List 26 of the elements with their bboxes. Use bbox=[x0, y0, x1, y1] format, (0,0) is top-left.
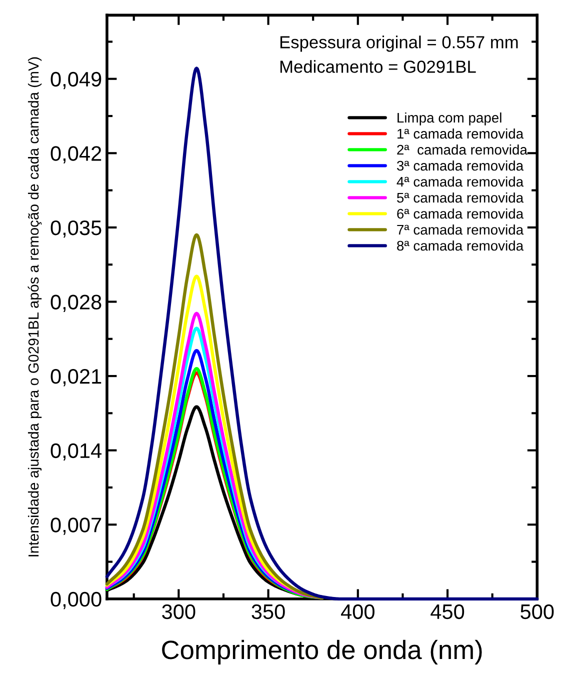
annotation: Espessura original = 0.557 mm bbox=[280, 36, 518, 52]
legend-label: 6ª camada removida bbox=[397, 208, 524, 219]
y-tick-label: 0,007 bbox=[50, 518, 102, 535]
legend-label: 5ª camada removida bbox=[397, 192, 524, 203]
legend-label: 3ª camada removida bbox=[396, 160, 524, 171]
y-tick-label: 0,021 bbox=[50, 369, 102, 386]
y-tick-label: 0,035 bbox=[50, 220, 102, 238]
annotation: Medicamento = G0291BL bbox=[280, 60, 476, 73]
y-tick-label: 0,028 bbox=[50, 294, 102, 312]
legend-label: 1ª camada removida bbox=[398, 128, 524, 139]
y-axis-title: Intensidade ajustada para o G0291BL após a remoção de cada camada (mV) bbox=[28, 57, 42, 556]
y-tick-label: 0,049 bbox=[50, 72, 102, 90]
x-tick-label: 400 bbox=[341, 604, 374, 620]
y-tick-label: 0,014 bbox=[50, 443, 102, 461]
x-axis-title: Comprimento de onda (nm) bbox=[162, 640, 482, 664]
legend-label: 2ª camada removida bbox=[397, 144, 528, 155]
x-tick-label: 350 bbox=[252, 604, 285, 620]
legend-label: 8ª camada removida bbox=[397, 240, 524, 251]
x-tick-label: 300 bbox=[162, 604, 196, 620]
x-tick-label: 500 bbox=[520, 604, 554, 620]
legend-label: 4ª camada removida bbox=[396, 176, 524, 187]
y-tick-label: 0,000 bbox=[50, 592, 102, 610]
legend-label: 7ª camada removida bbox=[397, 224, 524, 235]
legend-label: Limpa com papel bbox=[398, 112, 502, 126]
x-tick-label: 450 bbox=[430, 604, 464, 620]
y-tick-label: 0,042 bbox=[50, 146, 102, 164]
